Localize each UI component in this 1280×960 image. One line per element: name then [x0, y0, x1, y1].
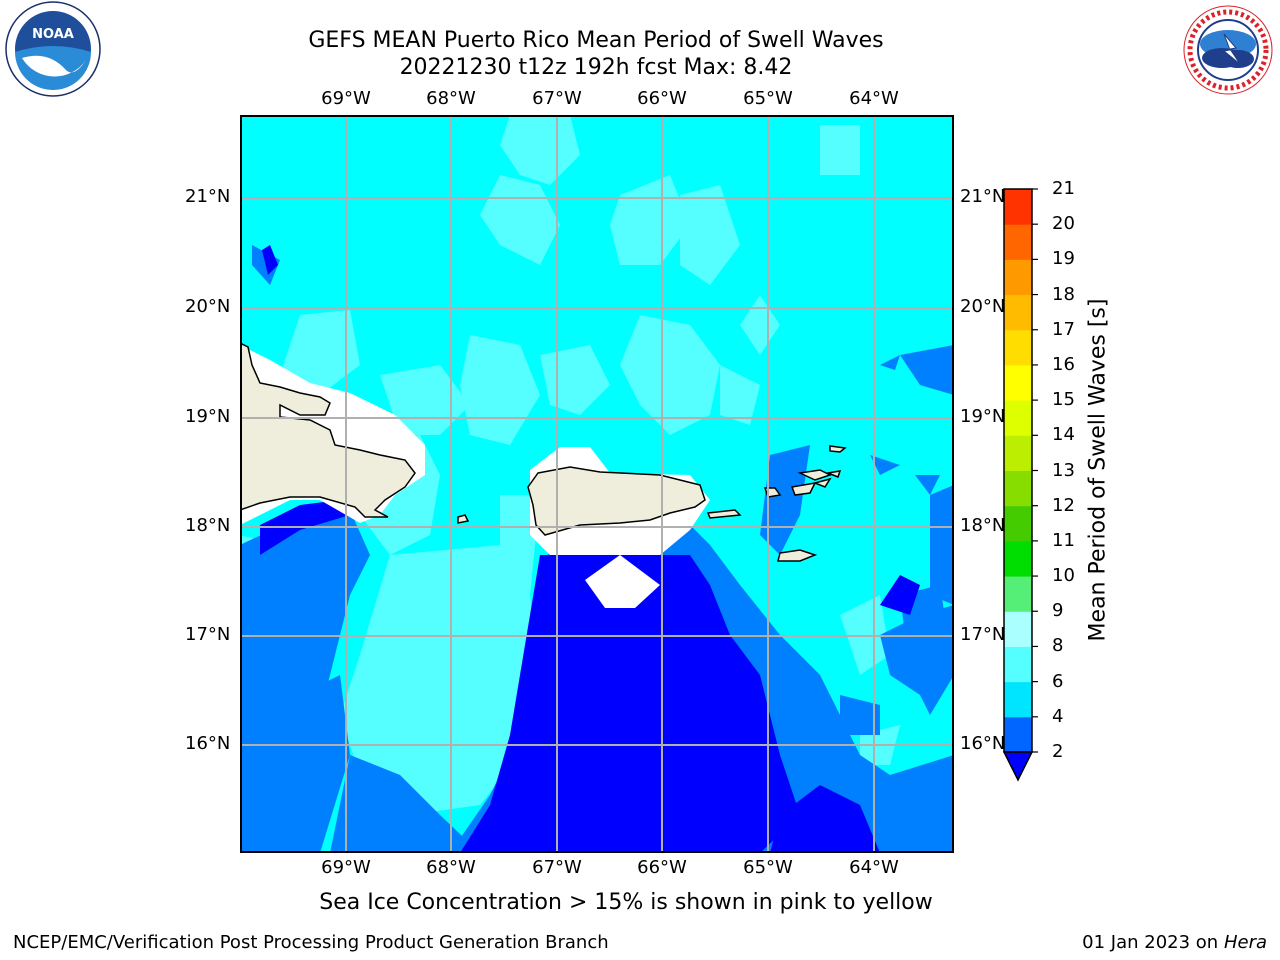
lat-label-left-17n: 17°N	[185, 624, 231, 645]
puerto-rico-land	[527, 466, 706, 536]
lat-label-left-21n: 21°N	[185, 186, 231, 207]
lon-label-top-68w: 68°W	[426, 88, 476, 109]
colorbar-band	[1004, 259, 1032, 296]
colorbar-band	[1004, 505, 1032, 542]
colorbar-tick-label: 16	[1052, 353, 1075, 375]
colorbar-band	[1004, 576, 1032, 612]
map-subtitle: 20221230 t12z 192h fcst Max: 8.42	[399, 55, 793, 80]
colorbar-under-arrow	[1002, 751, 1034, 782]
colorbar-band	[1004, 540, 1032, 577]
colorbar-tick-label: 13	[1052, 459, 1075, 481]
colorbar-band	[1004, 364, 1032, 401]
lat-label-left-20n: 20°N	[185, 296, 231, 317]
lon-label-bottom-66w: 66°W	[637, 857, 687, 878]
lon-label-top-67w: 67°W	[532, 88, 582, 109]
colorbar-title: Mean Period of Swell Waves [s]	[1085, 298, 1111, 642]
lon-label-top-69w: 69°W	[321, 88, 371, 109]
map-land	[240, 342, 847, 562]
colorbar-band	[1004, 435, 1032, 471]
colorbar-band	[1004, 294, 1032, 331]
lat-label-right-18n: 18°N	[960, 515, 1006, 536]
lat-label-right-20n: 20°N	[960, 296, 1006, 317]
lon-label-top-66w: 66°W	[637, 88, 687, 109]
colorbar-tick-label: 12	[1052, 494, 1075, 516]
colorbar-band	[1004, 224, 1032, 260]
colorbar-tick-label: 18	[1052, 283, 1075, 305]
footer-host: Hera	[1223, 932, 1267, 953]
colorbar-tick-label: 21	[1052, 178, 1075, 199]
noaa-logo-text: NOAA	[32, 27, 74, 42]
colorbar-band	[1004, 470, 1032, 507]
colorbar-tick-label: 9	[1052, 600, 1064, 622]
lon-label-bottom-67w: 67°W	[532, 857, 582, 878]
footer-date: 01 Jan 2023 on Hera	[1082, 932, 1267, 953]
nws-logo-icon	[1183, 5, 1273, 95]
colorbar	[1002, 188, 1038, 782]
lat-label-left-16n: 16°N	[185, 733, 231, 754]
sea-ice-note: Sea Ice Concentration > 15% is shown in …	[319, 890, 933, 915]
footer-date-text: 01 Jan 2023 on	[1082, 932, 1219, 953]
colorbar-tick-label: 2	[1052, 741, 1064, 762]
colorbar-band	[1004, 681, 1032, 718]
footer-credit: NCEP/EMC/Verification Post Processing Pr…	[13, 932, 609, 953]
colorbar-band	[1004, 646, 1032, 683]
lon-label-bottom-64w: 64°W	[849, 857, 899, 878]
lon-label-top-64w: 64°W	[849, 88, 899, 109]
map-title: GEFS MEAN Puerto Rico Mean Period of Swe…	[308, 28, 884, 53]
hispaniola-land	[240, 342, 416, 518]
lat-label-left-18n: 18°N	[185, 515, 231, 536]
colorbar-band	[1004, 189, 1032, 225]
lon-label-bottom-68w: 68°W	[426, 857, 476, 878]
colorbar-tick-label: 4	[1052, 705, 1064, 727]
map-frame	[240, 115, 954, 853]
map-gridlines	[240, 115, 954, 853]
swell-period-map	[240, 115, 954, 853]
colorbar-tick-label: 20	[1052, 213, 1075, 235]
colorbar-band	[1004, 611, 1032, 647]
colorbar-band	[1004, 716, 1032, 753]
colorbar-tick-label: 17	[1052, 318, 1075, 340]
colorbar-tick-label: 6	[1052, 670, 1064, 692]
colorbar-tick-label: 19	[1052, 248, 1075, 270]
noaa-logo-icon: NOAA	[5, 1, 101, 97]
colorbar-band	[1004, 329, 1032, 366]
lon-label-bottom-69w: 69°W	[321, 857, 371, 878]
colorbar-tick-label: 15	[1052, 389, 1075, 411]
colorbar-tick-label: 8	[1052, 635, 1064, 657]
lon-label-bottom-65w: 65°W	[743, 857, 793, 878]
lat-label-right-21n: 21°N	[960, 186, 1006, 207]
lat-label-right-16n: 16°N	[960, 733, 1006, 754]
colorbar-band	[1004, 400, 1032, 436]
colorbar-tick-label: 11	[1052, 529, 1075, 551]
lat-label-right-17n: 17°N	[960, 624, 1006, 645]
lat-label-left-19n: 19°N	[185, 406, 231, 427]
lat-label-right-19n: 19°N	[960, 406, 1006, 427]
colorbar-tick-label: 10	[1052, 565, 1075, 587]
lon-label-top-65w: 65°W	[743, 88, 793, 109]
colorbar-tick-label: 14	[1052, 424, 1075, 446]
